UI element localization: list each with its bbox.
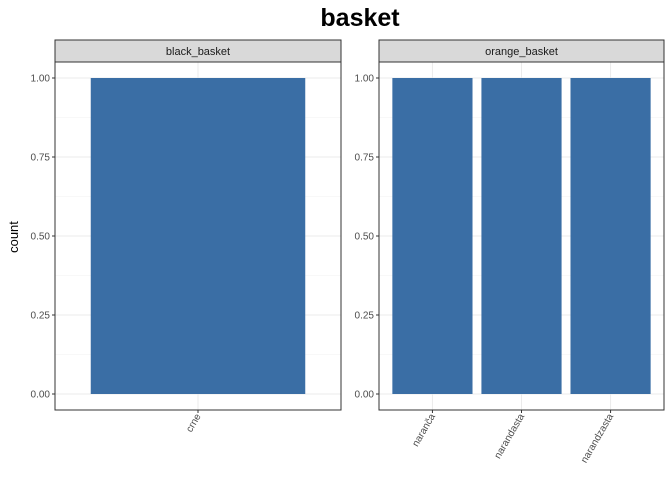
y-tick-label: 1.00 xyxy=(31,74,51,85)
y-tick-label: 0.25 xyxy=(31,311,51,322)
x-tick-label-crne: crne xyxy=(184,412,203,435)
facet-strip-label: orange_basket xyxy=(485,46,558,58)
facet-panel-black-basket: black_basket 0.00 0.25 0.50 0.75 1.00 crne xyxy=(31,39,342,435)
x-tick-label-naranča: naranča xyxy=(410,412,438,449)
facet-panels: black_basket 0.00 0.25 0.50 0.75 1.00 crne oran… xyxy=(31,39,665,466)
y-tick-label: 0.00 xyxy=(31,390,51,401)
x-tick-label-narandasta: narandasta xyxy=(493,412,528,461)
chart-title: basket xyxy=(320,4,400,32)
y-tick-label: 1.00 xyxy=(355,74,375,85)
facet-panel-orange-basket: orange_basket 0.00 0.25 0.50 0.75 1.00 naranča… xyxy=(355,39,665,466)
y-tick-label: 0.50 xyxy=(355,232,375,243)
bar-naranča xyxy=(392,78,473,394)
bar-crne xyxy=(90,78,306,394)
y-tick-label: 0.50 xyxy=(31,232,51,243)
y-tick-label: 0.25 xyxy=(355,311,375,322)
facet-strip-label: black_basket xyxy=(166,46,230,58)
y-tick-label: 0.75 xyxy=(355,153,375,164)
bar-narandasta xyxy=(481,78,562,394)
y-tick-label: 0.75 xyxy=(31,153,51,164)
bar-narandzasta xyxy=(570,78,651,394)
x-tick-label-narandzasta: narandzasta xyxy=(579,412,616,466)
y-axis-title: count xyxy=(6,221,21,253)
y-tick-label: 0.00 xyxy=(355,390,375,401)
